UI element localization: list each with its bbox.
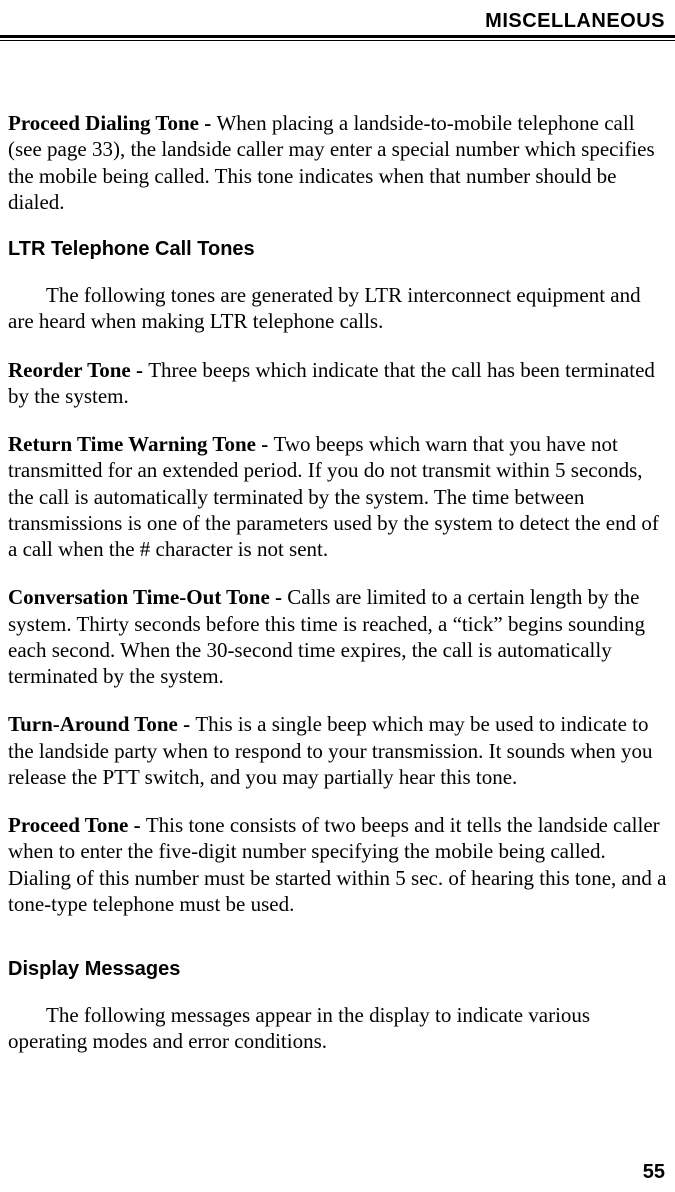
header-rule-thin (0, 40, 675, 41)
term-proceed-tone: Proceed Tone - (8, 813, 146, 837)
page-number: 55 (643, 1161, 665, 1184)
term-turn-around: Turn-Around Tone - (8, 712, 195, 736)
item-reorder-tone: Reorder Tone - Three beeps which indicat… (8, 357, 667, 410)
term-reorder: Reorder Tone - (8, 358, 148, 382)
header-title: MISCELLANEOUS (0, 10, 675, 33)
section1-intro: The following tones are generated by LTR… (8, 282, 667, 335)
item-conversation-timeout: Conversation Time-Out Tone - Calls are l… (8, 584, 667, 689)
item-return-time-warning: Return Time Warning Tone - Two beeps whi… (8, 431, 667, 562)
section-heading-ltr: LTR Telephone Call Tones (8, 237, 667, 262)
document-page: MISCELLANEOUS Proceed Dialing Tone - Whe… (0, 0, 675, 1192)
section2-intro: The following messages appear in the dis… (8, 1002, 667, 1055)
item-proceed-tone: Proceed Tone - This tone consists of two… (8, 812, 667, 917)
intro-paragraph: Proceed Dialing Tone - When placing a la… (8, 110, 667, 215)
term-conversation-timeout: Conversation Time-Out Tone - (8, 585, 287, 609)
item-turn-around: Turn-Around Tone - This is a single beep… (8, 711, 667, 790)
section-heading-display-messages: Display Messages (8, 957, 667, 982)
header-rule-thick (0, 35, 675, 38)
term-return-time: Return Time Warning Tone - (8, 432, 273, 456)
term-proceed-dialing: Proceed Dialing Tone - (8, 111, 216, 135)
page-content: Proceed Dialing Tone - When placing a la… (8, 110, 667, 1077)
page-header: MISCELLANEOUS (0, 0, 675, 41)
